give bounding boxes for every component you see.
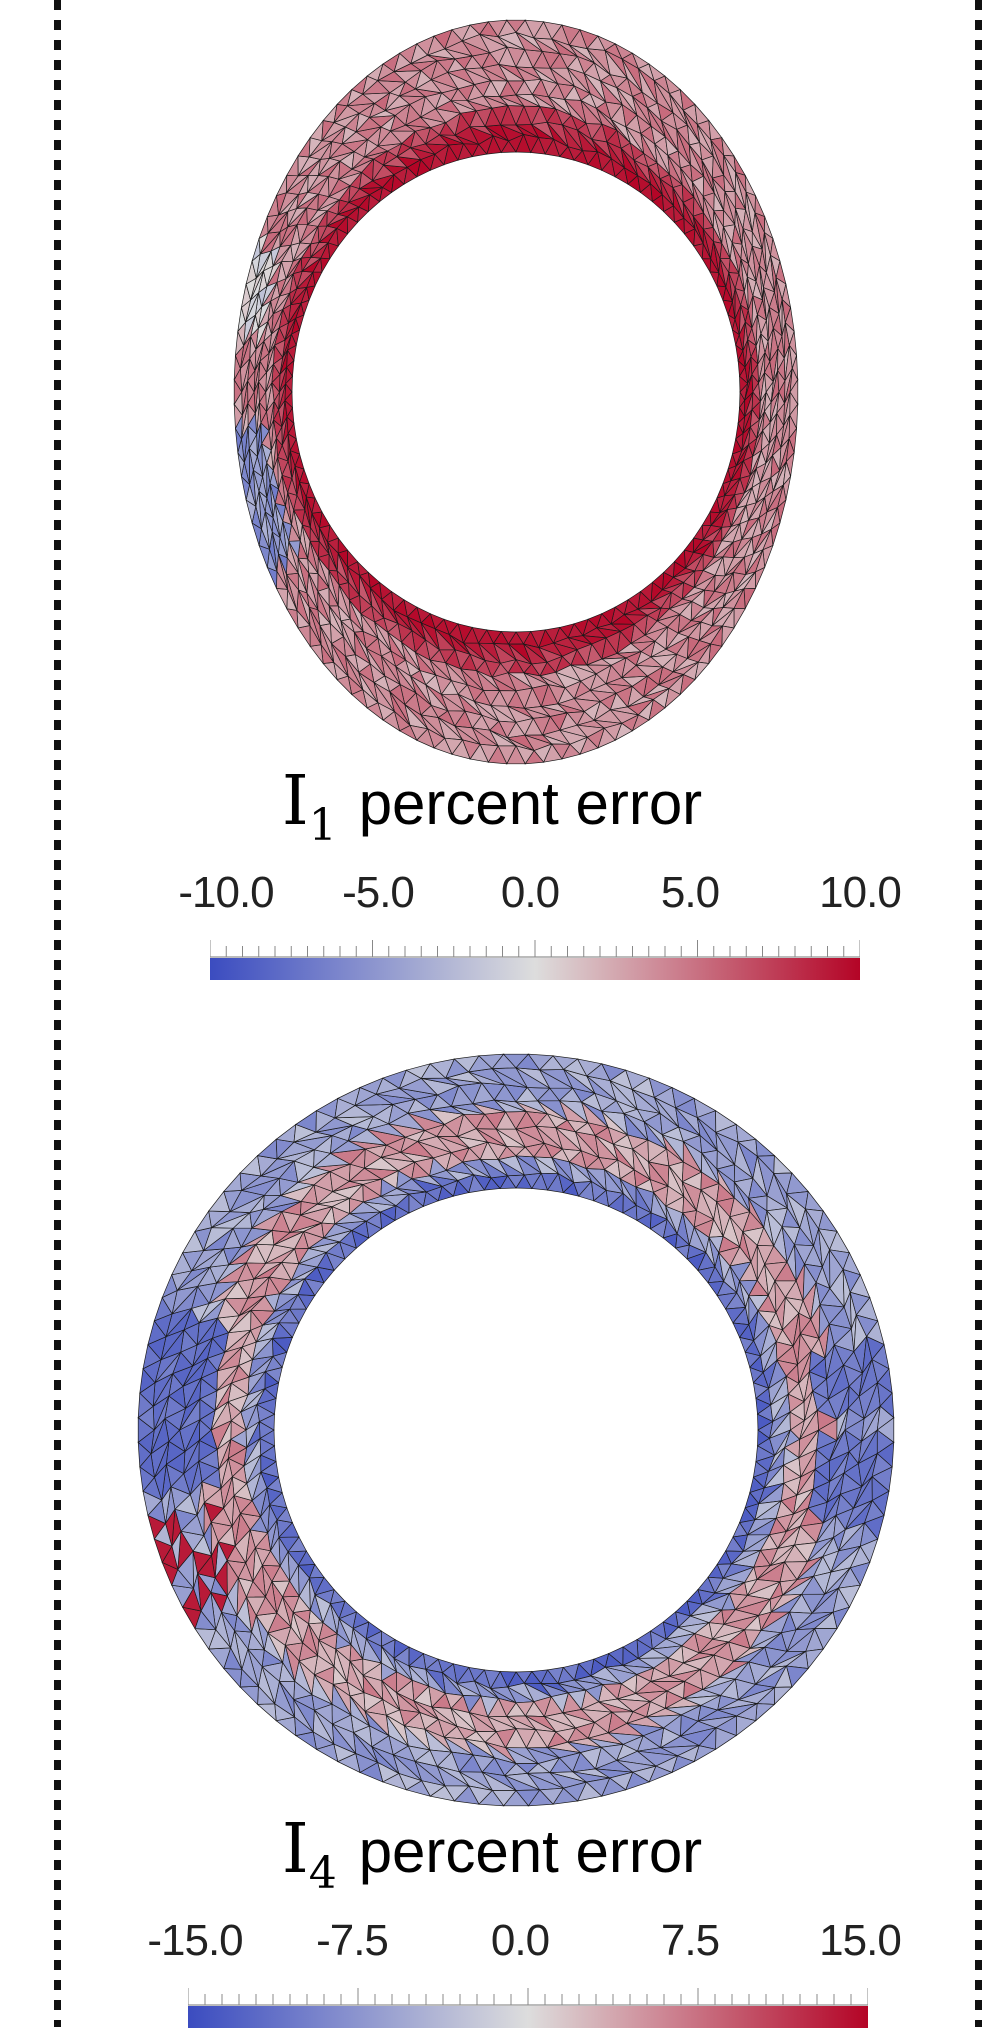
mesh-ring-i4	[137, 1053, 895, 1807]
mesh-triangle	[256, 1703, 277, 1722]
dashed-border-left	[54, 0, 61, 2027]
mesh-triangle	[721, 137, 735, 157]
mesh-triangle	[789, 378, 799, 406]
colorbar-labels-i1: -10.0 -5.0 0.0 5.0 10.0	[0, 868, 984, 928]
colorbar-tick-label: 0.0	[500, 868, 560, 917]
mesh-triangle	[743, 588, 757, 611]
colorbar-tick-label: 7.5	[660, 1916, 720, 1965]
mesh-triangle	[222, 1668, 243, 1688]
mesh-triangle	[693, 243, 704, 260]
variable-subscript: 4	[308, 1848, 337, 1899]
mesh-triangle	[239, 1154, 262, 1177]
variable-subscript: 1	[308, 800, 337, 851]
colorbar-tick-label: 0.0	[490, 1916, 550, 1965]
mesh-triangle	[701, 510, 712, 526]
caption-text: percent error	[358, 770, 703, 837]
mesh-triangle	[309, 119, 324, 142]
mesh-triangle	[320, 257, 331, 274]
colorbar-gradient	[188, 2006, 868, 2028]
mesh-triangle	[337, 537, 349, 554]
mesh-triangle	[275, 587, 288, 611]
colorbar-tick-label: -7.5	[316, 1916, 389, 1965]
mesh-triangle	[297, 625, 311, 648]
mesh-triangle	[755, 1703, 776, 1722]
mesh-triangle	[755, 1138, 776, 1157]
mesh-triangle	[708, 643, 723, 665]
colorbar-tick-label: -5.0	[342, 868, 415, 917]
mesh-elements	[233, 19, 799, 765]
dashed-border-right	[975, 0, 982, 2027]
colorbar-gradient	[210, 958, 860, 980]
mesh-triangle	[297, 136, 311, 158]
mesh-triangle	[222, 1172, 242, 1192]
mesh-triangle	[735, 1123, 757, 1143]
mesh-triangle	[773, 1154, 793, 1174]
colorbar-tick-label: -15.0	[147, 1916, 243, 1965]
mesh-triangle	[733, 608, 746, 630]
panel-i4: I4 percent error -15.0 -7.5 0.0 7.5 15.0	[0, 1040, 984, 2028]
colorbar-labels-i4: -15.0 -7.5 0.0 7.5 15.0	[0, 1916, 984, 1976]
caption-i1: I1 percent error	[0, 762, 984, 851]
mesh-triangle	[693, 524, 704, 541]
mesh-triangle	[701, 258, 712, 274]
mesh-triangle	[286, 154, 299, 177]
mesh-triangle	[275, 1123, 297, 1143]
mesh-triangle	[286, 608, 299, 629]
mesh-triangle	[256, 1138, 278, 1160]
mesh-triangle	[805, 1648, 825, 1670]
mesh-triangle	[876, 1417, 895, 1443]
colorbar-i4	[188, 1988, 868, 2028]
colorbar-tick-label: 15.0	[819, 1916, 902, 1965]
mesh-triangle	[239, 1685, 259, 1706]
colorbar-tick-label: 5.0	[660, 868, 720, 917]
mesh-triangle	[804, 1190, 825, 1212]
mesh-triangle	[275, 175, 288, 197]
colorbar-i1	[210, 940, 860, 980]
mesh-triangle	[309, 644, 324, 665]
mesh-elements	[137, 1053, 895, 1807]
colorbar-tick-label: -10.0	[178, 868, 274, 917]
mesh-triangle	[708, 119, 723, 141]
mesh-ring-i1	[233, 19, 799, 765]
mesh-triangle	[721, 625, 735, 648]
variable-symbol: I	[281, 762, 309, 841]
caption-text: percent error	[358, 1818, 703, 1885]
mesh-triangle	[774, 1686, 793, 1706]
panel-i1: I1 percent error -10.0 -5.0 0.0 5.0 10.0	[0, 0, 984, 1000]
colorbar-tick-label: 10.0	[819, 868, 902, 917]
caption-i4: I4 percent error	[0, 1810, 984, 1899]
variable-symbol: I	[281, 1810, 309, 1889]
